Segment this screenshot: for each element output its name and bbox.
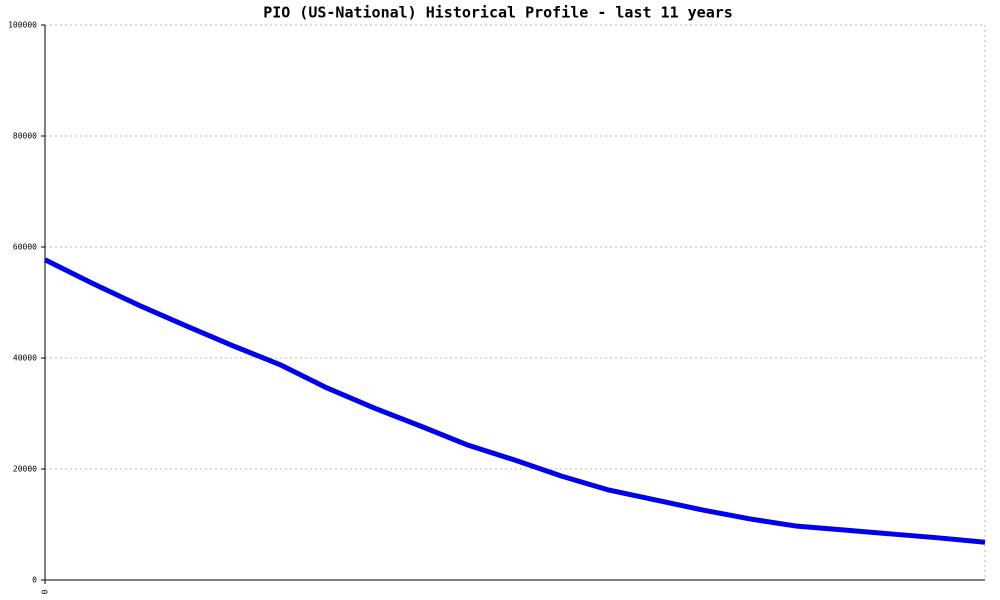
y-tick-label: 60000 [13, 243, 37, 252]
y-tick-label: 40000 [13, 354, 37, 363]
y-tick-label: 100000 [8, 21, 37, 30]
y-tick-label: 80000 [13, 132, 37, 141]
y-tick-label: 20000 [13, 465, 37, 474]
x-tick-label: 0 [41, 589, 50, 594]
data-line [43, 257, 986, 545]
chart-title: PIO (US-National) Historical Profile - l… [263, 4, 733, 22]
y-tick-label: 0 [32, 576, 37, 585]
